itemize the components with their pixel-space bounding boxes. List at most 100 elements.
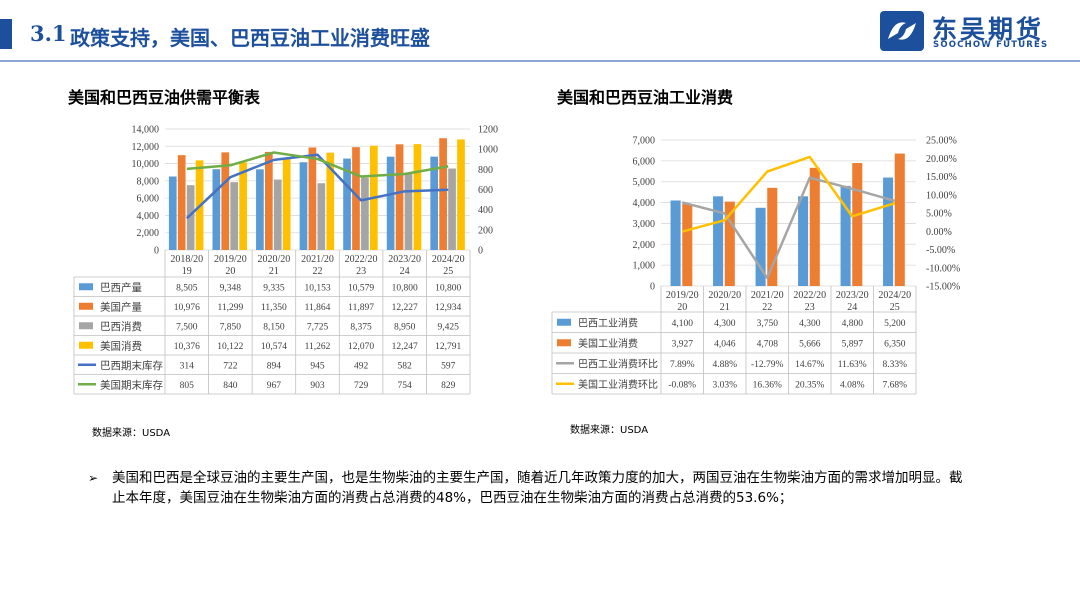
c2-legend-swatch (557, 318, 571, 326)
c1-category-label: 2022/20 (345, 254, 378, 265)
c2-table-cell: 7.68% (882, 380, 907, 390)
c1-table-cell: 8,150 (263, 322, 285, 332)
c2-legend-label: 美国工业消费 (578, 337, 638, 350)
c1-bar (395, 144, 404, 250)
c2-right-tick-label: 5.00% (926, 209, 952, 220)
c1-left-tick-label: 10,000 (132, 159, 160, 170)
c2-right-tick-label: 10.00% (926, 190, 957, 201)
c1-bar (186, 185, 195, 250)
c1-bar (404, 172, 413, 250)
c1-table-cell: 11,299 (217, 303, 243, 313)
c1-category-label: 24 (400, 266, 410, 277)
c1-left-tick-label: 4,000 (137, 211, 160, 222)
c1-table-cell: 7,850 (220, 322, 242, 332)
c2-table-cell: 8.33% (882, 360, 907, 370)
c2-table-cell: 11.63% (838, 360, 867, 370)
c1-table-cell: 12,934 (435, 303, 461, 313)
c2-category-label: 2021/20 (751, 290, 784, 301)
c1-table-cell: 12,227 (392, 303, 418, 313)
c2-table-cell: 4.88% (712, 360, 737, 370)
c1-table-cell: 314 (180, 361, 195, 371)
c2-table-cell: 20.35% (795, 380, 824, 390)
c1-bar (439, 138, 447, 250)
c1-bar (326, 152, 335, 250)
c1-table-cell: 10,122 (217, 342, 243, 352)
c2-category-label: 23 (805, 302, 815, 313)
c1-bar (352, 147, 360, 250)
c2-bar (670, 200, 681, 286)
logo-name: 东吴期货 (932, 15, 1045, 44)
c1-table-cell: 10,800 (392, 283, 418, 293)
c1-table-cell: 894 (267, 361, 282, 371)
c1-legend-swatch (79, 341, 93, 349)
c1-right-tick-label: 1200 (478, 125, 498, 136)
c2-bar (713, 196, 724, 286)
c2-legend-label: 巴西工业消费环比 (578, 357, 658, 370)
c1-bar (264, 151, 273, 250)
c1-table-cell: 7,725 (307, 322, 329, 332)
c2-right-tick-label: 25.00% (926, 136, 957, 147)
c2-table-cell: 5,666 (799, 339, 821, 349)
c1-legend-label: 巴西产量 (100, 281, 142, 294)
c1-table-cell: 9,335 (263, 283, 285, 293)
right-chart-source: 数据来源：USDA (570, 425, 649, 436)
c2-category-label: 21 (720, 302, 730, 313)
c2-table-cell: 16.36% (753, 380, 782, 390)
c2-table-cell: -0.08% (668, 380, 696, 390)
c2-left-tick-label: 6,000 (633, 156, 656, 167)
c1-category-label: 25 (443, 266, 453, 277)
c2-legend-swatch (557, 339, 571, 347)
c1-bar (256, 169, 264, 250)
c1-legend-label: 美国期末库存 (100, 378, 163, 391)
c2-legend-label: 巴西工业消费 (578, 316, 638, 329)
c1-category-label: 21 (269, 266, 279, 277)
c2-left-tick-label: 2,000 (633, 240, 656, 251)
c1-table-cell: 903 (310, 381, 325, 391)
c1-category-label: 20 (225, 266, 235, 277)
c2-table-cell: 5,897 (842, 339, 864, 349)
c2-category-label: 25 (890, 302, 900, 313)
left-chart-source: 数据来源：USDA (92, 428, 171, 439)
c2-table-cell: 4,800 (842, 319, 864, 329)
company-logo: 东吴期货 SOOCHOW FUTURES (880, 10, 1070, 52)
c1-category-label: 2018/20 (170, 254, 203, 265)
c2-left-tick-label: 4,000 (633, 198, 656, 209)
c1-bar (413, 144, 422, 250)
c1-table-cell: 11,864 (305, 303, 331, 313)
c2-bar (809, 167, 820, 286)
c2-table-cell: 6,350 (884, 339, 906, 349)
c2-category-label: 2024/20 (878, 290, 911, 301)
c1-table-cell: 9,348 (220, 283, 242, 293)
c2-table-cell: 4,046 (714, 339, 736, 349)
c1-bar (308, 147, 317, 250)
c2-right-tick-label: 20.00% (926, 154, 957, 165)
c2-left-tick-label: 7,000 (633, 136, 656, 147)
logo-mark-icon (880, 11, 924, 51)
c1-bar (386, 156, 395, 250)
c1-table-cell: 10,574 (261, 342, 287, 352)
c1-table-cell: 805 (180, 381, 195, 391)
c1-left-tick-label: 8,000 (137, 176, 160, 187)
c1-table-cell: 729 (354, 381, 369, 391)
c1-table-cell: 8,375 (350, 322, 372, 332)
c1-right-tick-label: 800 (478, 165, 493, 176)
c2-table-cell: 7.89% (670, 360, 695, 370)
c2-category-label: 2020/20 (708, 290, 741, 301)
slide-header: 3.1 政策支持，美国、巴西豆油工业消费旺盛 东吴期货 SOOCHOW FUTU… (0, 0, 1080, 64)
c1-bar (282, 158, 291, 250)
c1-series-line (186, 151, 449, 178)
c1-table-cell: 8,950 (394, 322, 416, 332)
c1-table-cell: 10,153 (304, 283, 330, 293)
c1-left-tick-label: 14,000 (132, 125, 160, 136)
c1-table-cell: 945 (310, 361, 325, 371)
summary-bullet: ➢ 美国和巴西是全球豆油的主要生产国，也是生物柴油的主要生产国，随着近几年政策力… (88, 468, 968, 508)
c1-bar (177, 155, 186, 250)
c2-bar (852, 163, 863, 286)
c1-category-label: 2021/20 (301, 254, 334, 265)
c2-right-tick-label: 0.00% (926, 227, 952, 238)
c1-legend-label: 巴西期末库存 (100, 359, 163, 372)
c1-table-cell: 597 (441, 361, 456, 371)
c1-bar (317, 183, 326, 250)
bullet-arrow-icon: ➢ (88, 471, 99, 485)
